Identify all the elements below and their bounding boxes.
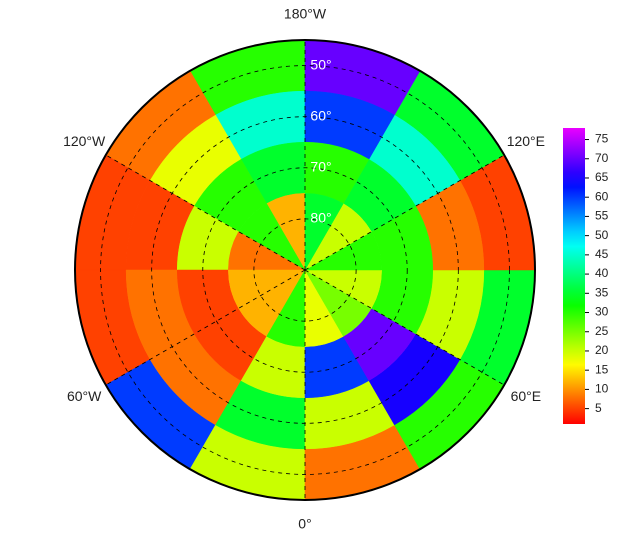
colorbar-label: 50 [595, 228, 609, 242]
map-border [74, 39, 536, 501]
latitude-label: 70° [310, 158, 331, 174]
colorbar-label: 5 [595, 401, 602, 415]
latitude-line [100, 65, 510, 475]
latitude-label: 50° [310, 56, 331, 72]
colorbar-label: 40 [595, 266, 609, 280]
longitude-label: 60°E [511, 388, 542, 404]
heatmap [74, 39, 536, 501]
longitude-label: 60°W [67, 388, 102, 404]
meridian-line [304, 269, 505, 386]
latitude-label: 80° [310, 210, 331, 226]
colorbar-label: 55 [595, 209, 609, 223]
longitude-label: 0° [298, 516, 311, 532]
longitude-label: 120°E [507, 133, 545, 149]
latitude-line [202, 167, 408, 373]
longitude-label: 180°W [284, 6, 327, 22]
colorbar [563, 128, 585, 424]
colorbar-label: 65 [595, 170, 609, 184]
colorbar-label: 45 [595, 247, 609, 261]
colorbar-label: 30 [595, 305, 609, 319]
latitude-label: 60° [310, 107, 331, 123]
colorbar-label: 25 [595, 324, 609, 338]
colorbar-label: 70 [595, 151, 609, 165]
colorbar-label: 10 [595, 382, 609, 396]
meridian-line [105, 269, 306, 386]
meridian-line [105, 154, 306, 271]
colorbar-label: 15 [595, 362, 609, 376]
colorbar-label: 60 [595, 189, 609, 203]
meridian-line [304, 154, 505, 271]
colorbar-label: 20 [595, 343, 609, 357]
graticule [100, 40, 510, 500]
longitude-label: 120°W [63, 133, 106, 149]
colorbar-label: 75 [595, 132, 609, 146]
colorbar-label: 35 [595, 285, 609, 299]
